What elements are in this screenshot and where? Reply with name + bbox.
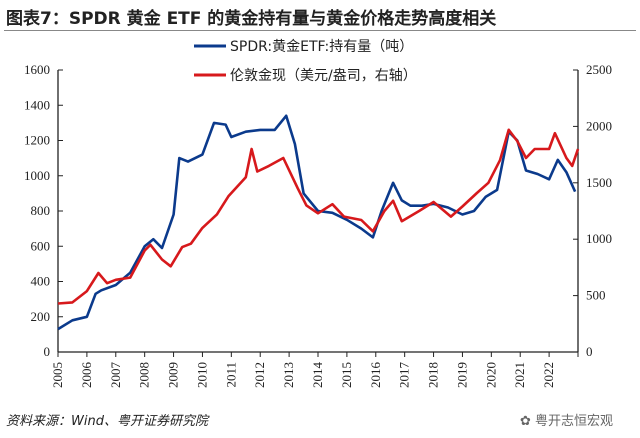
left-tick-label: 1200 <box>24 133 50 148</box>
x-tick-label: 2019 <box>454 362 469 388</box>
left-tick-label: 200 <box>31 309 51 324</box>
x-tick-label: 2015 <box>339 362 354 388</box>
x-tick-label: 2013 <box>281 362 296 388</box>
x-tick-label: 2021 <box>512 362 527 388</box>
left-tick-label: 0 <box>44 344 51 359</box>
x-tick-label: 2018 <box>426 362 441 388</box>
chart-title: 图表7：SPDR 黄金 ETF 的黄金持有量与黄金价格走势高度相关 <box>6 9 497 29</box>
right-tick-label: 2000 <box>586 118 612 133</box>
right-tick-label: 500 <box>586 288 606 303</box>
legend-label-gold: 伦敦金现（美元/盎司，右轴） <box>230 68 417 84</box>
x-tick-label: 2005 <box>50 362 65 388</box>
x-tick-label: 2020 <box>483 362 498 388</box>
right-tick-label: 0 <box>586 344 593 359</box>
watermark-text: 粤开志恒宏观 <box>535 414 614 429</box>
x-tick-label: 2022 <box>541 362 556 388</box>
x-tick-label: 2008 <box>137 362 152 388</box>
title-divider <box>4 30 636 31</box>
gold-price-line <box>57 128 580 305</box>
legend-label-spdr: SPDR:黄金ETF:持有量（吨） <box>230 38 413 55</box>
left-tick-label: 400 <box>31 274 51 289</box>
chart: 0 200 400 600 800 1000 1200 1400 1600 0 500 1000 150… <box>24 38 612 389</box>
x-tick-label: 2007 <box>108 362 123 389</box>
x-tick-label: 2006 <box>79 362 94 389</box>
watermark: ✿ 粤开志恒宏观 <box>520 410 613 429</box>
x-tick-label: 2017 <box>397 362 412 389</box>
x-tick-label: 2016 <box>368 362 383 389</box>
left-tick-label: 1600 <box>24 62 50 77</box>
left-tick-label: 600 <box>31 238 51 253</box>
x-tick-label: 2010 <box>194 362 209 388</box>
source-note: 资料来源：Wind、粤开证券研究院 <box>6 414 208 429</box>
right-tick-label: 1500 <box>586 175 612 190</box>
left-tick-label: 1000 <box>24 168 50 183</box>
wechat-icon: ✿ <box>520 414 531 429</box>
left-tick-label: 1400 <box>24 97 50 112</box>
x-tick-label: 2014 <box>310 362 325 389</box>
left-tick-label: 800 <box>31 203 51 218</box>
x-tick-label: 2012 <box>252 362 267 388</box>
right-tick-label: 2500 <box>586 62 612 77</box>
spdr-holdings-line <box>57 114 577 331</box>
x-tick-label: 2011 <box>223 362 238 388</box>
x-tick-label: 2009 <box>166 362 181 388</box>
right-tick-label: 1000 <box>586 231 612 246</box>
